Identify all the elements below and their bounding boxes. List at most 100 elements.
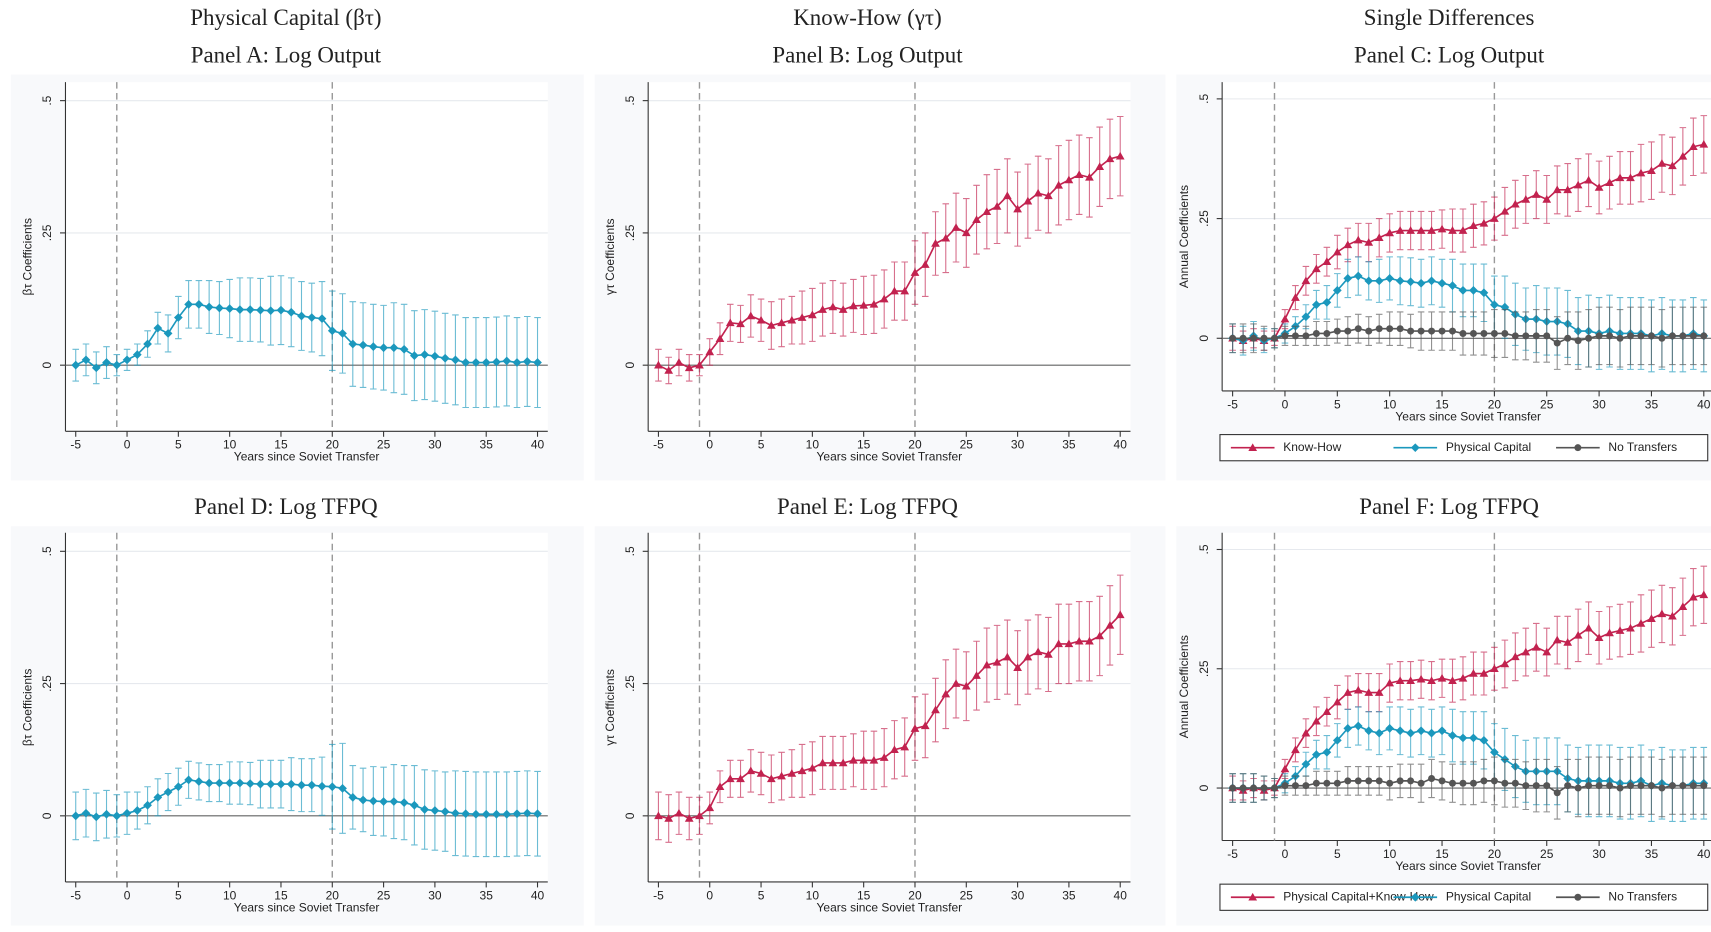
marker — [1689, 782, 1697, 790]
marker — [1344, 327, 1352, 335]
marker — [348, 339, 358, 349]
marker — [143, 339, 152, 349]
marker — [674, 358, 684, 366]
series-line — [1232, 594, 1704, 792]
marker — [1595, 782, 1603, 790]
marker — [1531, 642, 1541, 651]
marker — [1500, 207, 1510, 215]
x-tick-label: 5 — [175, 888, 182, 902]
x-tick-label: 15 — [1435, 847, 1449, 861]
marker — [1627, 332, 1634, 340]
marker — [1386, 325, 1394, 333]
x-tick-label: 5 — [758, 888, 765, 902]
y-tick-label: .25 — [623, 224, 637, 241]
marker — [1585, 782, 1593, 790]
marker — [1626, 623, 1635, 632]
marker — [389, 797, 399, 806]
marker — [890, 745, 899, 753]
marker — [1375, 325, 1383, 333]
marker — [225, 778, 235, 788]
legend-marker — [1574, 444, 1582, 452]
marker — [297, 780, 306, 790]
marker — [1260, 784, 1268, 792]
legend-label: Physical Capital — [1446, 889, 1531, 903]
marker — [1427, 226, 1436, 234]
marker — [1448, 731, 1457, 740]
marker — [1044, 650, 1053, 658]
marker — [1023, 196, 1033, 205]
marker — [1312, 750, 1321, 759]
marker — [1374, 728, 1384, 738]
marker — [1679, 782, 1687, 790]
marker — [1563, 638, 1573, 646]
marker — [1428, 327, 1436, 335]
marker — [1647, 332, 1655, 340]
marker — [1459, 779, 1467, 787]
marker — [420, 350, 430, 359]
marker — [358, 340, 368, 350]
marker — [1023, 652, 1033, 661]
x-tick-label: 30 — [1011, 888, 1025, 902]
marker — [1574, 784, 1582, 792]
marker — [797, 766, 807, 775]
marker — [1521, 647, 1531, 656]
x-tick-label: -5 — [70, 888, 81, 902]
x-tick-label: 10 — [806, 438, 820, 452]
marker — [1511, 332, 1519, 340]
marker — [235, 778, 245, 788]
marker — [941, 689, 951, 698]
y-tick-label: .5 — [1197, 94, 1211, 104]
marker — [777, 771, 786, 780]
marker — [654, 360, 663, 369]
marker — [736, 319, 745, 328]
marker — [705, 803, 715, 812]
marker — [1333, 327, 1341, 335]
marker — [849, 755, 858, 764]
marker — [1271, 334, 1278, 342]
plot-area — [1222, 82, 1711, 391]
marker — [961, 228, 971, 237]
marker — [1115, 151, 1125, 160]
marker — [1332, 247, 1342, 256]
marker — [1469, 733, 1478, 743]
marker — [1374, 688, 1384, 696]
panel-title: Panel A: Log Output — [191, 42, 382, 67]
marker — [1364, 688, 1374, 696]
marker — [1364, 238, 1374, 246]
x-tick-label: -5 — [1227, 847, 1238, 861]
marker — [153, 792, 163, 802]
marker — [122, 355, 132, 365]
marker — [1437, 224, 1447, 233]
legend-marker — [1248, 443, 1258, 451]
marker — [1616, 784, 1624, 792]
marker — [1458, 286, 1468, 295]
x-axis-label: Years since Soviet Transfer — [817, 900, 963, 914]
marker — [245, 779, 255, 788]
marker — [1605, 178, 1614, 186]
marker — [1364, 276, 1374, 286]
panel-title: Panel F: Log TFPQ — [1359, 494, 1539, 519]
marker — [399, 344, 409, 354]
legend-label: Physical Capital — [1446, 440, 1531, 454]
x-tick-label: 25 — [960, 438, 974, 452]
x-tick-label: 10 — [1383, 397, 1397, 411]
marker — [1647, 614, 1656, 622]
marker — [461, 358, 471, 367]
marker — [725, 774, 735, 783]
marker — [736, 774, 745, 783]
x-tick-label: 25 — [377, 888, 391, 902]
legend-box — [1219, 434, 1709, 462]
marker — [1416, 226, 1426, 234]
marker — [163, 787, 173, 797]
marker — [1668, 782, 1676, 790]
marker — [1407, 777, 1415, 785]
marker — [849, 301, 858, 310]
x-tick-label: 20 — [326, 438, 340, 452]
x-tick-label: 30 — [1592, 397, 1606, 411]
marker — [1054, 180, 1064, 189]
plot-area — [648, 82, 1131, 432]
marker — [1532, 332, 1540, 340]
marker — [1427, 728, 1436, 738]
